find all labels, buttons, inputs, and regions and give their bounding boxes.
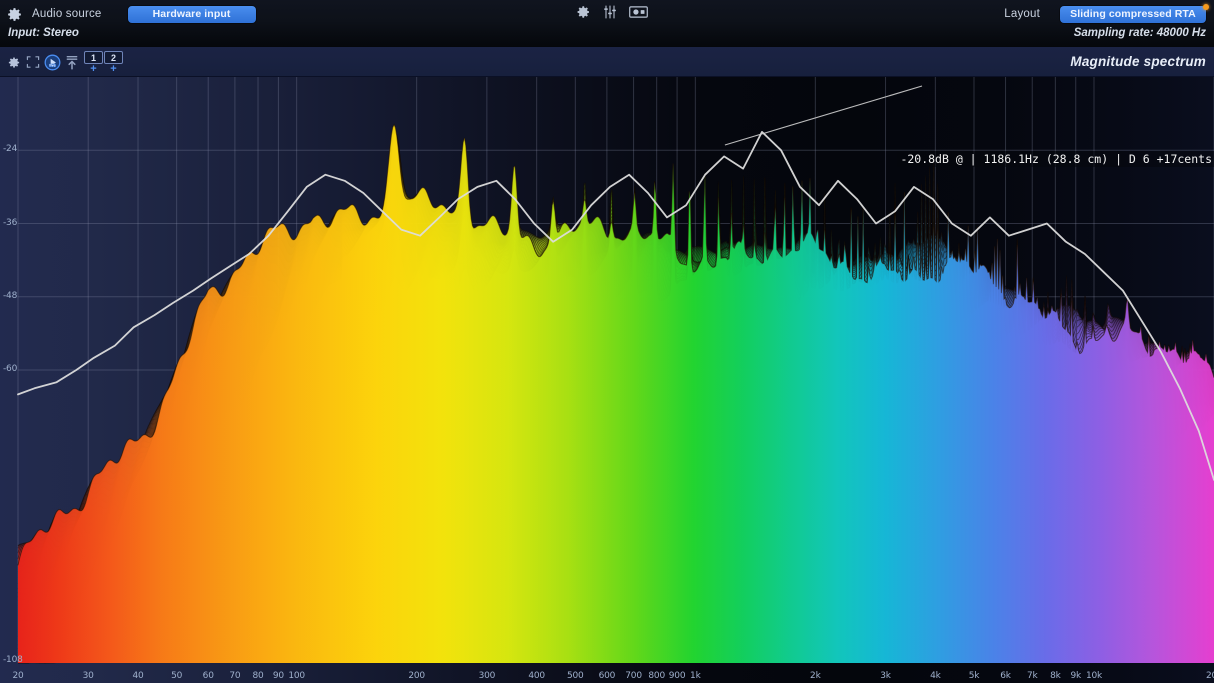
x-axis-tick-label: 20k [1205,671,1214,681]
fullscreen-icon[interactable] [23,47,43,77]
x-axis-tick-label: 8k [1050,671,1061,681]
status-indicator-dot [1203,4,1209,10]
x-axis-tick-label: 40 [132,671,144,681]
y-axis-tick-label: -48 [3,290,18,301]
svg-text:live: live [49,63,55,67]
x-axis-tick-label: 7k [1026,671,1038,681]
x-axis-tick-label: 300 [478,671,496,681]
spectrum-canvas [17,77,1214,664]
upload-icon[interactable] [62,47,82,77]
x-axis-tick-label: 5k [968,671,980,681]
top-bar: Audio source Hardware input [0,0,1214,47]
live-play-icon[interactable]: live [42,47,62,77]
gear-icon[interactable] [575,4,591,25]
layout-select-button[interactable]: Sliding compressed RTA [1060,5,1206,23]
chart-title: Magnitude spectrum [1070,54,1206,69]
x-axis-tick-label: 90 [272,671,284,681]
x-axis-tick-label: 60 [202,671,214,681]
x-axis-tick-label: 2k [810,671,821,681]
gear-icon[interactable] [6,6,23,23]
hardware-input-button[interactable]: Hardware input [127,5,256,23]
x-axis-tick-label: 50 [171,671,183,681]
x-axis-tick-label: 80 [252,671,264,681]
chart-toolbar: live 1 + 2 + [0,47,1214,77]
x-axis-tick-label: 3k [880,671,891,681]
audio-source-label: Audio source [32,8,102,20]
x-axis-tick-label: 30 [82,671,94,681]
x-axis-tick-label: 200 [408,671,425,681]
audio-source-group: Audio source Hardware input [6,0,256,28]
x-axis-tick-label: 4k [930,671,941,681]
sampling-rate-text: Sampling rate: 48000 Hz [1073,27,1206,39]
x-axis-tick-label: 900 [668,671,686,681]
input-channels-text: Input: Stereo [8,27,79,39]
x-axis-tick-label: 600 [598,671,616,681]
y-axis-tick-label: -24 [3,144,18,155]
snapshot-add-1[interactable]: + [90,63,97,75]
layout-group: Layout Sliding compressed RTA [995,0,1206,28]
camera-icon[interactable] [629,5,648,24]
spectrum-plot[interactable]: -20.8dB @ | 1186.1Hz (28.8 cm) | D 6 +17… [0,77,1214,683]
y-axis-tick-label: -36 [3,217,18,228]
snapshot-slot-1[interactable]: 1 [84,51,103,64]
y-axis-tick-label: -60 [3,364,18,374]
x-axis-tick-label: 10k [1085,671,1103,681]
sliders-icon[interactable] [602,4,618,25]
x-axis-tick-label: 700 [625,671,642,681]
snapshot-slot-2[interactable]: 2 [104,51,123,64]
x-axis-tick-label: 6k [1000,671,1011,681]
layout-label: Layout [1004,8,1040,20]
snapshot-add-2[interactable]: + [110,63,117,75]
x-axis-tick-label: 9k [1070,671,1082,681]
x-axis-tick-label: 70 [229,671,241,681]
x-axis-tick-label: 400 [528,671,545,681]
center-icon-group [575,0,648,28]
x-axis-tick-label: 1k [690,671,701,681]
gear-icon[interactable] [3,47,23,77]
x-axis-tick-label: 100 [288,671,305,681]
x-axis-tick-label: 500 [567,671,584,681]
x-axis-tick-label: 800 [648,671,665,681]
y-axis-tick-label: -108 [3,655,23,665]
x-axis-tick-label: 20 [12,671,24,681]
cursor-readout: -20.8dB @ | 1186.1Hz (28.8 cm) | D 6 +17… [897,151,1214,167]
